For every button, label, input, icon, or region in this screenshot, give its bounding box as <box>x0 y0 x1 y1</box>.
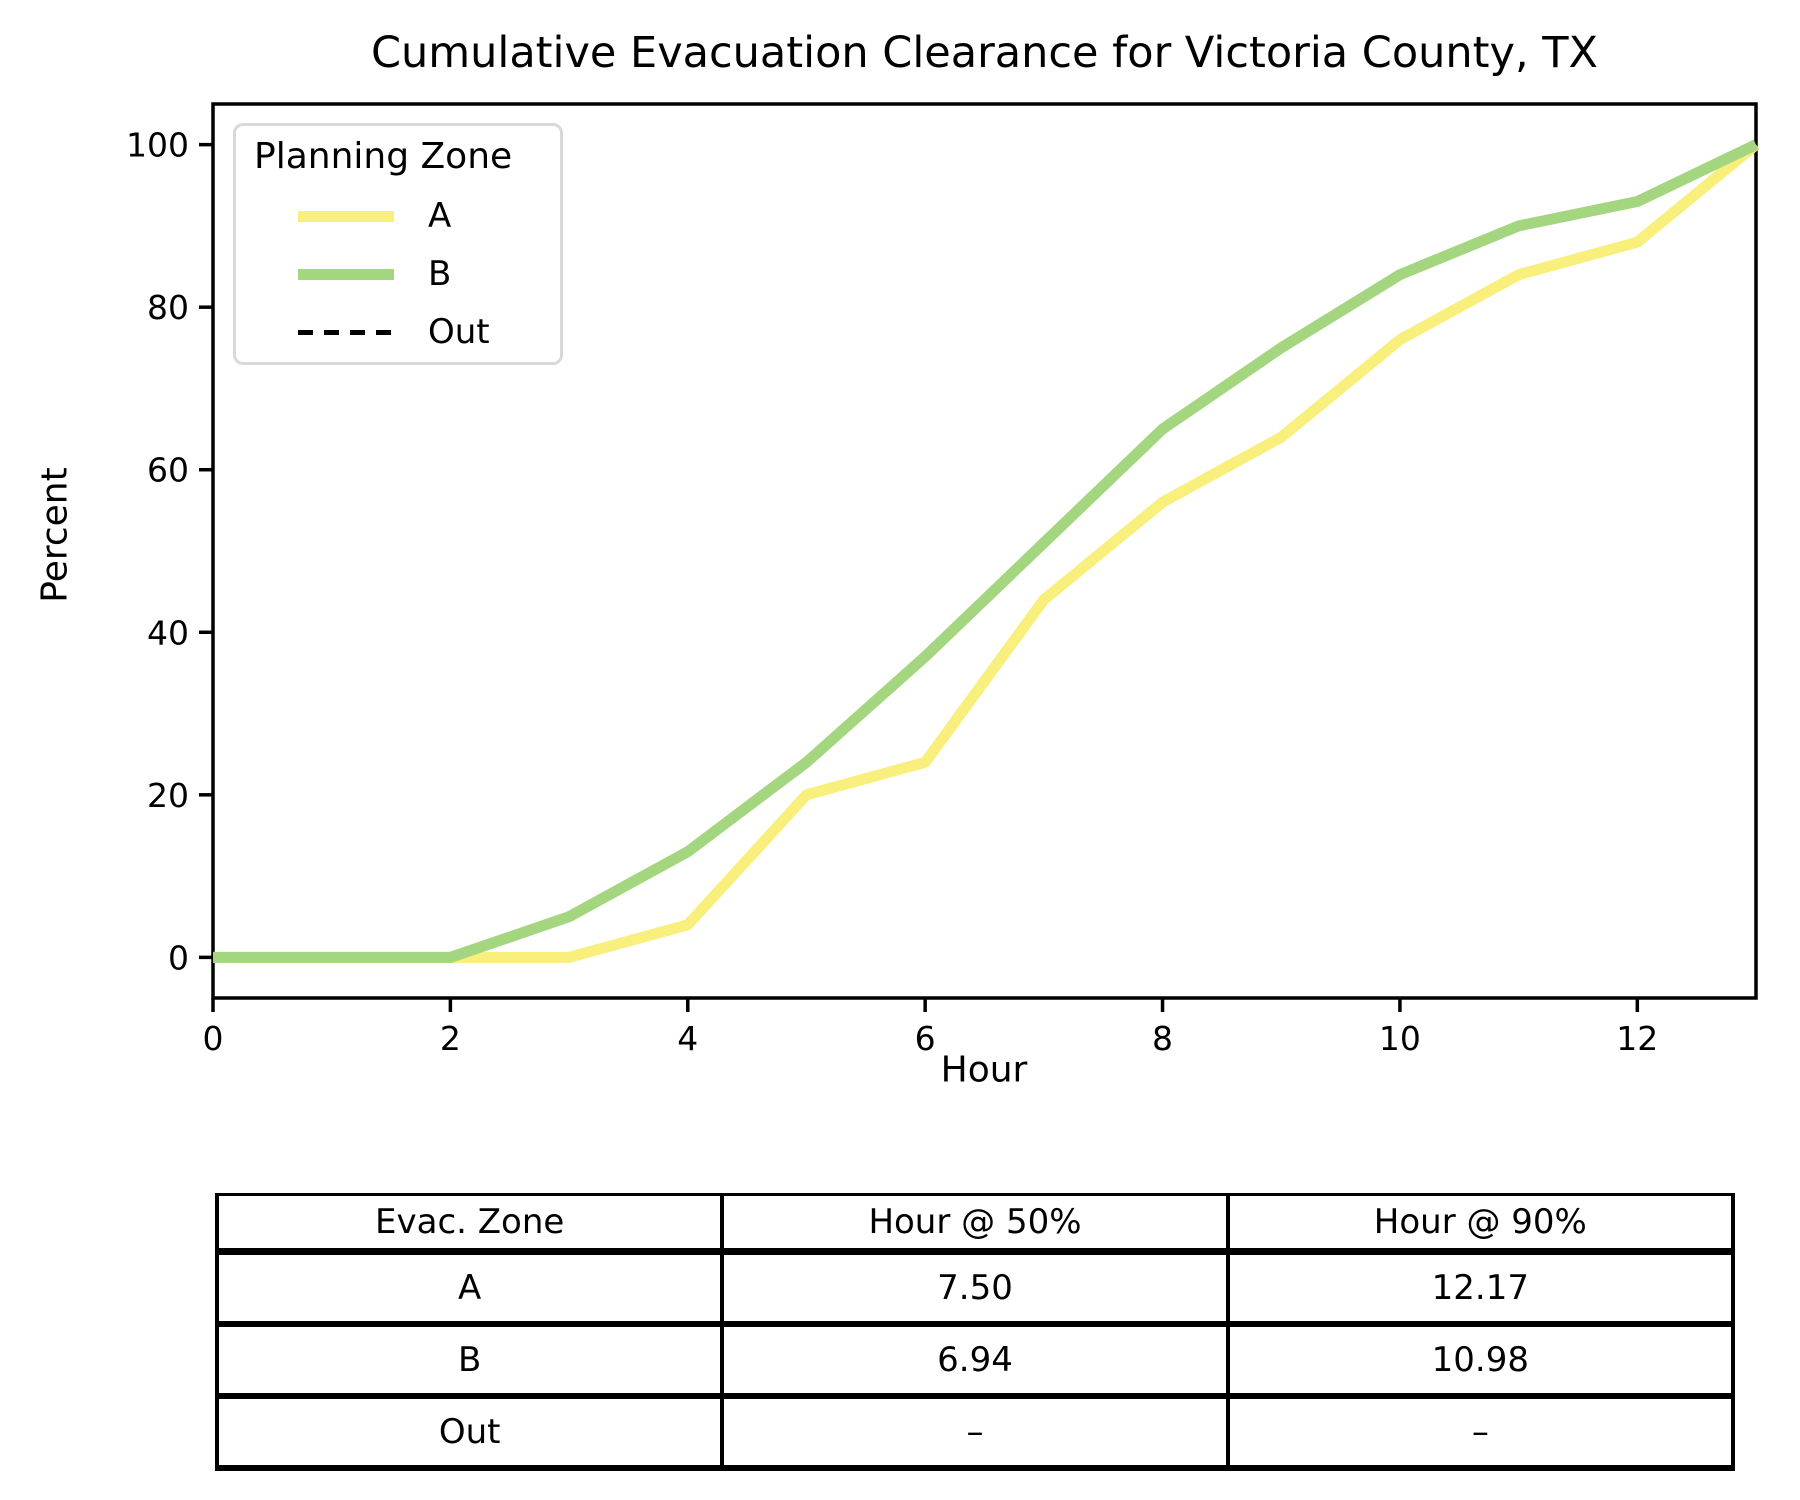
legend-item-out: Out <box>236 303 560 361</box>
legend-item-a: A <box>236 187 560 245</box>
line-swatch-icon <box>298 268 394 280</box>
series-line-b <box>213 139 1759 963</box>
x-tick-label: 0 <box>203 1019 224 1058</box>
table-cell: A <box>214 1251 725 1327</box>
legend-item-label: B <box>428 254 452 294</box>
table-header-cell: Hour @ 90% <box>1225 1194 1736 1255</box>
x-tick-label: 10 <box>1379 1019 1421 1058</box>
table-cell: 6.94 <box>720 1324 1230 1399</box>
table-cell: 10.98 <box>1225 1324 1736 1399</box>
table-header-cell: Evac. Zone <box>214 1194 725 1255</box>
y-tick-label: 40 <box>147 613 189 652</box>
table-cell: – <box>1225 1396 1736 1471</box>
legend-title: Planning Zone <box>254 136 513 177</box>
chart-title: Cumulative Evacuation Clearance for Vict… <box>370 28 1599 78</box>
legend-item-label: A <box>428 196 452 236</box>
x-tick-label: 8 <box>1152 1019 1173 1058</box>
plot-frame <box>211 102 1758 1000</box>
y-tick-label: 80 <box>147 288 189 327</box>
table-header-row: Evac. Zone Hour @ 50% Hour @ 90% <box>214 1194 1736 1255</box>
table-cell: Out <box>214 1396 725 1471</box>
summary-table: Evac. Zone Hour @ 50% Hour @ 90% A 7.50 12.1… <box>214 1193 1736 1471</box>
legend-item-label: Out <box>428 312 490 352</box>
dashed-line-icon <box>298 329 394 335</box>
x-tick-label: 12 <box>1616 1019 1658 1058</box>
y-axis-title: Percent <box>34 467 76 603</box>
table-row: Out – – <box>214 1396 1736 1471</box>
y-tick-label: 0 <box>168 938 189 977</box>
legend-items: A B Out <box>236 187 560 361</box>
series-line-a <box>213 140 1760 963</box>
x-tick-label: 2 <box>440 1019 461 1058</box>
table-header-cell: Hour @ 50% <box>720 1194 1230 1255</box>
plot-area: 0 2 4 6 8 10 12 0 20 40 60 80 100 <box>126 102 1760 1058</box>
y-tick-label: 60 <box>147 451 189 490</box>
table-cell: – <box>720 1396 1230 1471</box>
line-swatch-icon <box>298 210 394 222</box>
legend-item-b: B <box>236 245 560 303</box>
table-row: A 7.50 12.17 <box>214 1251 1736 1327</box>
table-row: B 6.94 10.98 <box>214 1324 1736 1399</box>
y-tick-label: 100 <box>126 126 189 165</box>
table-cell: 7.50 <box>720 1251 1230 1327</box>
x-axis-title: Hour <box>940 1049 1028 1091</box>
table-cell: B <box>214 1324 725 1399</box>
x-tick-label: 4 <box>677 1019 698 1058</box>
table-cell: 12.17 <box>1225 1251 1736 1327</box>
y-tick-label: 20 <box>147 776 189 815</box>
x-tick-label: 6 <box>915 1019 936 1058</box>
legend: Planning Zone A B Out <box>233 123 563 365</box>
